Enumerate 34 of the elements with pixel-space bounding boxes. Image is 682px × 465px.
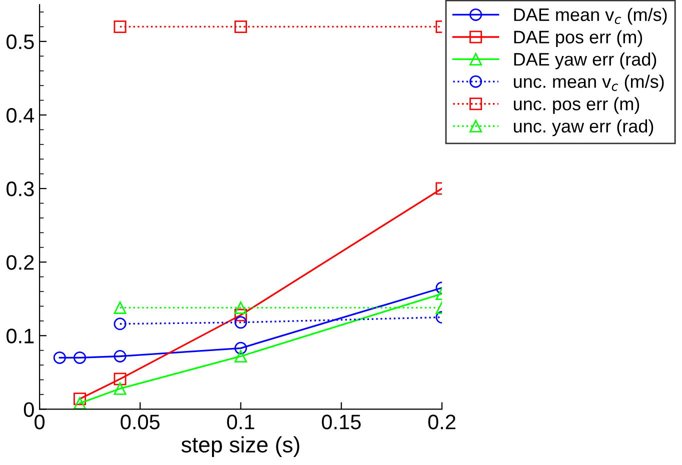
legend-label: unc. mean v$_{c}$ (m/s) xyxy=(514,74,664,92)
x-tick-label: 0.05 xyxy=(120,414,160,430)
y-tick-label: 0.1 xyxy=(6,328,34,344)
point xyxy=(234,308,247,322)
point xyxy=(114,301,126,314)
point xyxy=(234,301,247,314)
point xyxy=(234,316,247,329)
point xyxy=(234,342,247,354)
point xyxy=(114,20,126,33)
point xyxy=(234,20,247,33)
point xyxy=(234,350,247,362)
y-tick-label: 0.4 xyxy=(6,108,34,123)
point xyxy=(114,350,126,362)
y-tick-label: 0.5 xyxy=(6,34,34,50)
point xyxy=(114,382,126,395)
point xyxy=(114,318,126,330)
legend-label: DAE yaw err (rad) xyxy=(514,52,656,70)
x-tick-label: 0 xyxy=(34,414,45,430)
legend-label: DAE pos err (m) xyxy=(514,30,642,48)
point xyxy=(74,392,86,406)
y-tick-label: 0 xyxy=(24,402,34,417)
x-tick-label: 0.2 xyxy=(428,414,456,430)
point xyxy=(53,351,66,364)
point xyxy=(74,351,86,364)
y-tick-label: 0.2 xyxy=(6,255,34,270)
x-axis-title: step size (s) xyxy=(181,436,300,457)
legend-label: DAE mean v$_{c}$ (m/s) xyxy=(514,8,667,25)
point xyxy=(114,372,126,386)
x-tick-label: 0.1 xyxy=(227,414,254,430)
point xyxy=(74,397,86,410)
legend-label: unc. pos err (m) xyxy=(514,97,640,114)
x-tick-label: 0.15 xyxy=(322,414,361,430)
legend-label: unc. yaw err (rad) xyxy=(514,119,654,136)
y-tick-label: 0.3 xyxy=(6,182,34,196)
